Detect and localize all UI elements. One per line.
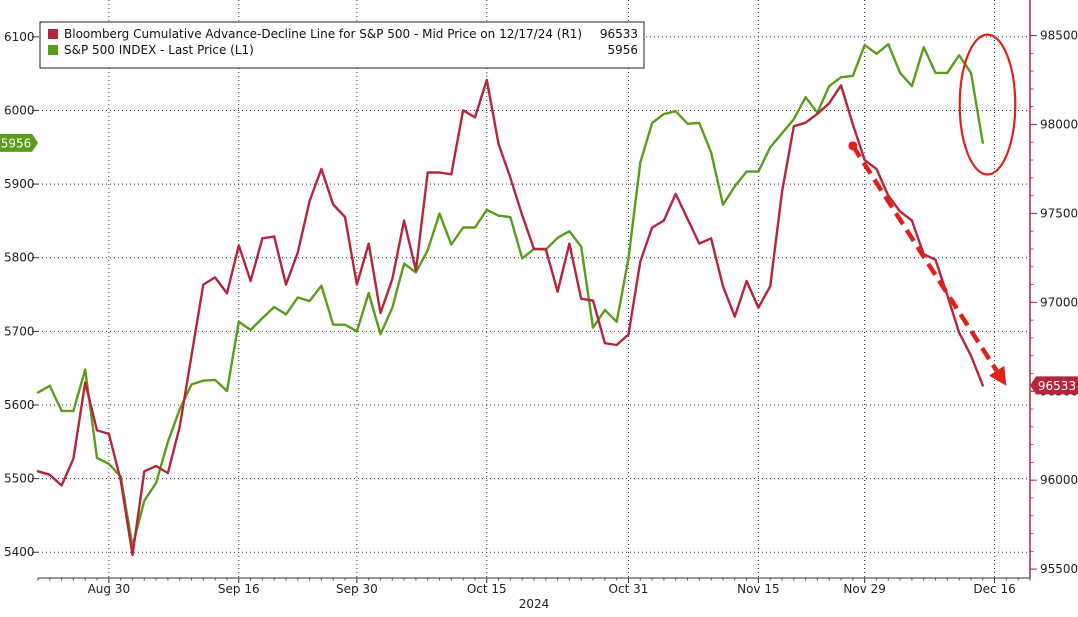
legend: Bloomberg Cumulative Advance-Decline Lin… bbox=[39, 21, 645, 69]
right-tick-label: 97500 bbox=[1040, 206, 1078, 220]
x-tick-label: Nov 29 bbox=[843, 582, 886, 596]
right-tick-label: 96000 bbox=[1040, 473, 1078, 487]
x-tick-label: Sep 16 bbox=[218, 582, 260, 596]
x-tick-label: Nov 15 bbox=[737, 582, 780, 596]
left-last-value-label: 5956 bbox=[1, 136, 32, 150]
legend-box bbox=[39, 21, 645, 69]
legend-value: 5956 bbox=[607, 43, 638, 57]
left-last-value-badge bbox=[0, 133, 38, 152]
left-tick-label: 6000 bbox=[4, 103, 35, 117]
x-tick-label: Dec 16 bbox=[973, 582, 1015, 596]
x-tick-label: Oct 31 bbox=[609, 582, 649, 596]
left-tick-label: 5900 bbox=[4, 177, 35, 191]
left-tick-label: 5800 bbox=[4, 251, 35, 265]
series-line bbox=[36, 43, 984, 548]
right-last-value-badge bbox=[1030, 376, 1078, 395]
x-tick-label: Oct 15 bbox=[467, 582, 507, 596]
legend-value: 96533 bbox=[600, 27, 638, 41]
right-tick-label: 97000 bbox=[1040, 295, 1078, 309]
right-tick-label: 95500 bbox=[1040, 562, 1078, 576]
series-line bbox=[36, 78, 984, 557]
legend-label: Bloomberg Cumulative Advance-Decline Lin… bbox=[64, 27, 582, 41]
x-tick-label: Aug 30 bbox=[88, 582, 131, 596]
left-tick-label: 6100 bbox=[4, 30, 35, 44]
left-tick-label: 5500 bbox=[4, 472, 35, 486]
x-tick-label: Sep 30 bbox=[336, 582, 378, 596]
left-tick-label: 5600 bbox=[4, 398, 35, 412]
arrow-shaft bbox=[850, 144, 999, 372]
right-tick-label: 98000 bbox=[1040, 117, 1078, 131]
legend-label: S&P 500 INDEX - Last Price (L1) bbox=[64, 43, 254, 57]
highlight-ellipse bbox=[958, 33, 1017, 176]
left-tick-label: 5400 bbox=[4, 545, 35, 559]
left-tick-label: 5700 bbox=[4, 324, 35, 338]
right-tick-label: 98500 bbox=[1040, 29, 1078, 43]
legend-swatch bbox=[48, 29, 58, 39]
legend-swatch bbox=[48, 45, 58, 55]
annotations bbox=[848, 33, 1017, 386]
x-axis-title: 2024 bbox=[519, 597, 550, 611]
series-lines bbox=[36, 43, 984, 557]
arrow-head bbox=[989, 365, 1007, 386]
right-last-value-label: 96533 bbox=[1038, 379, 1076, 393]
